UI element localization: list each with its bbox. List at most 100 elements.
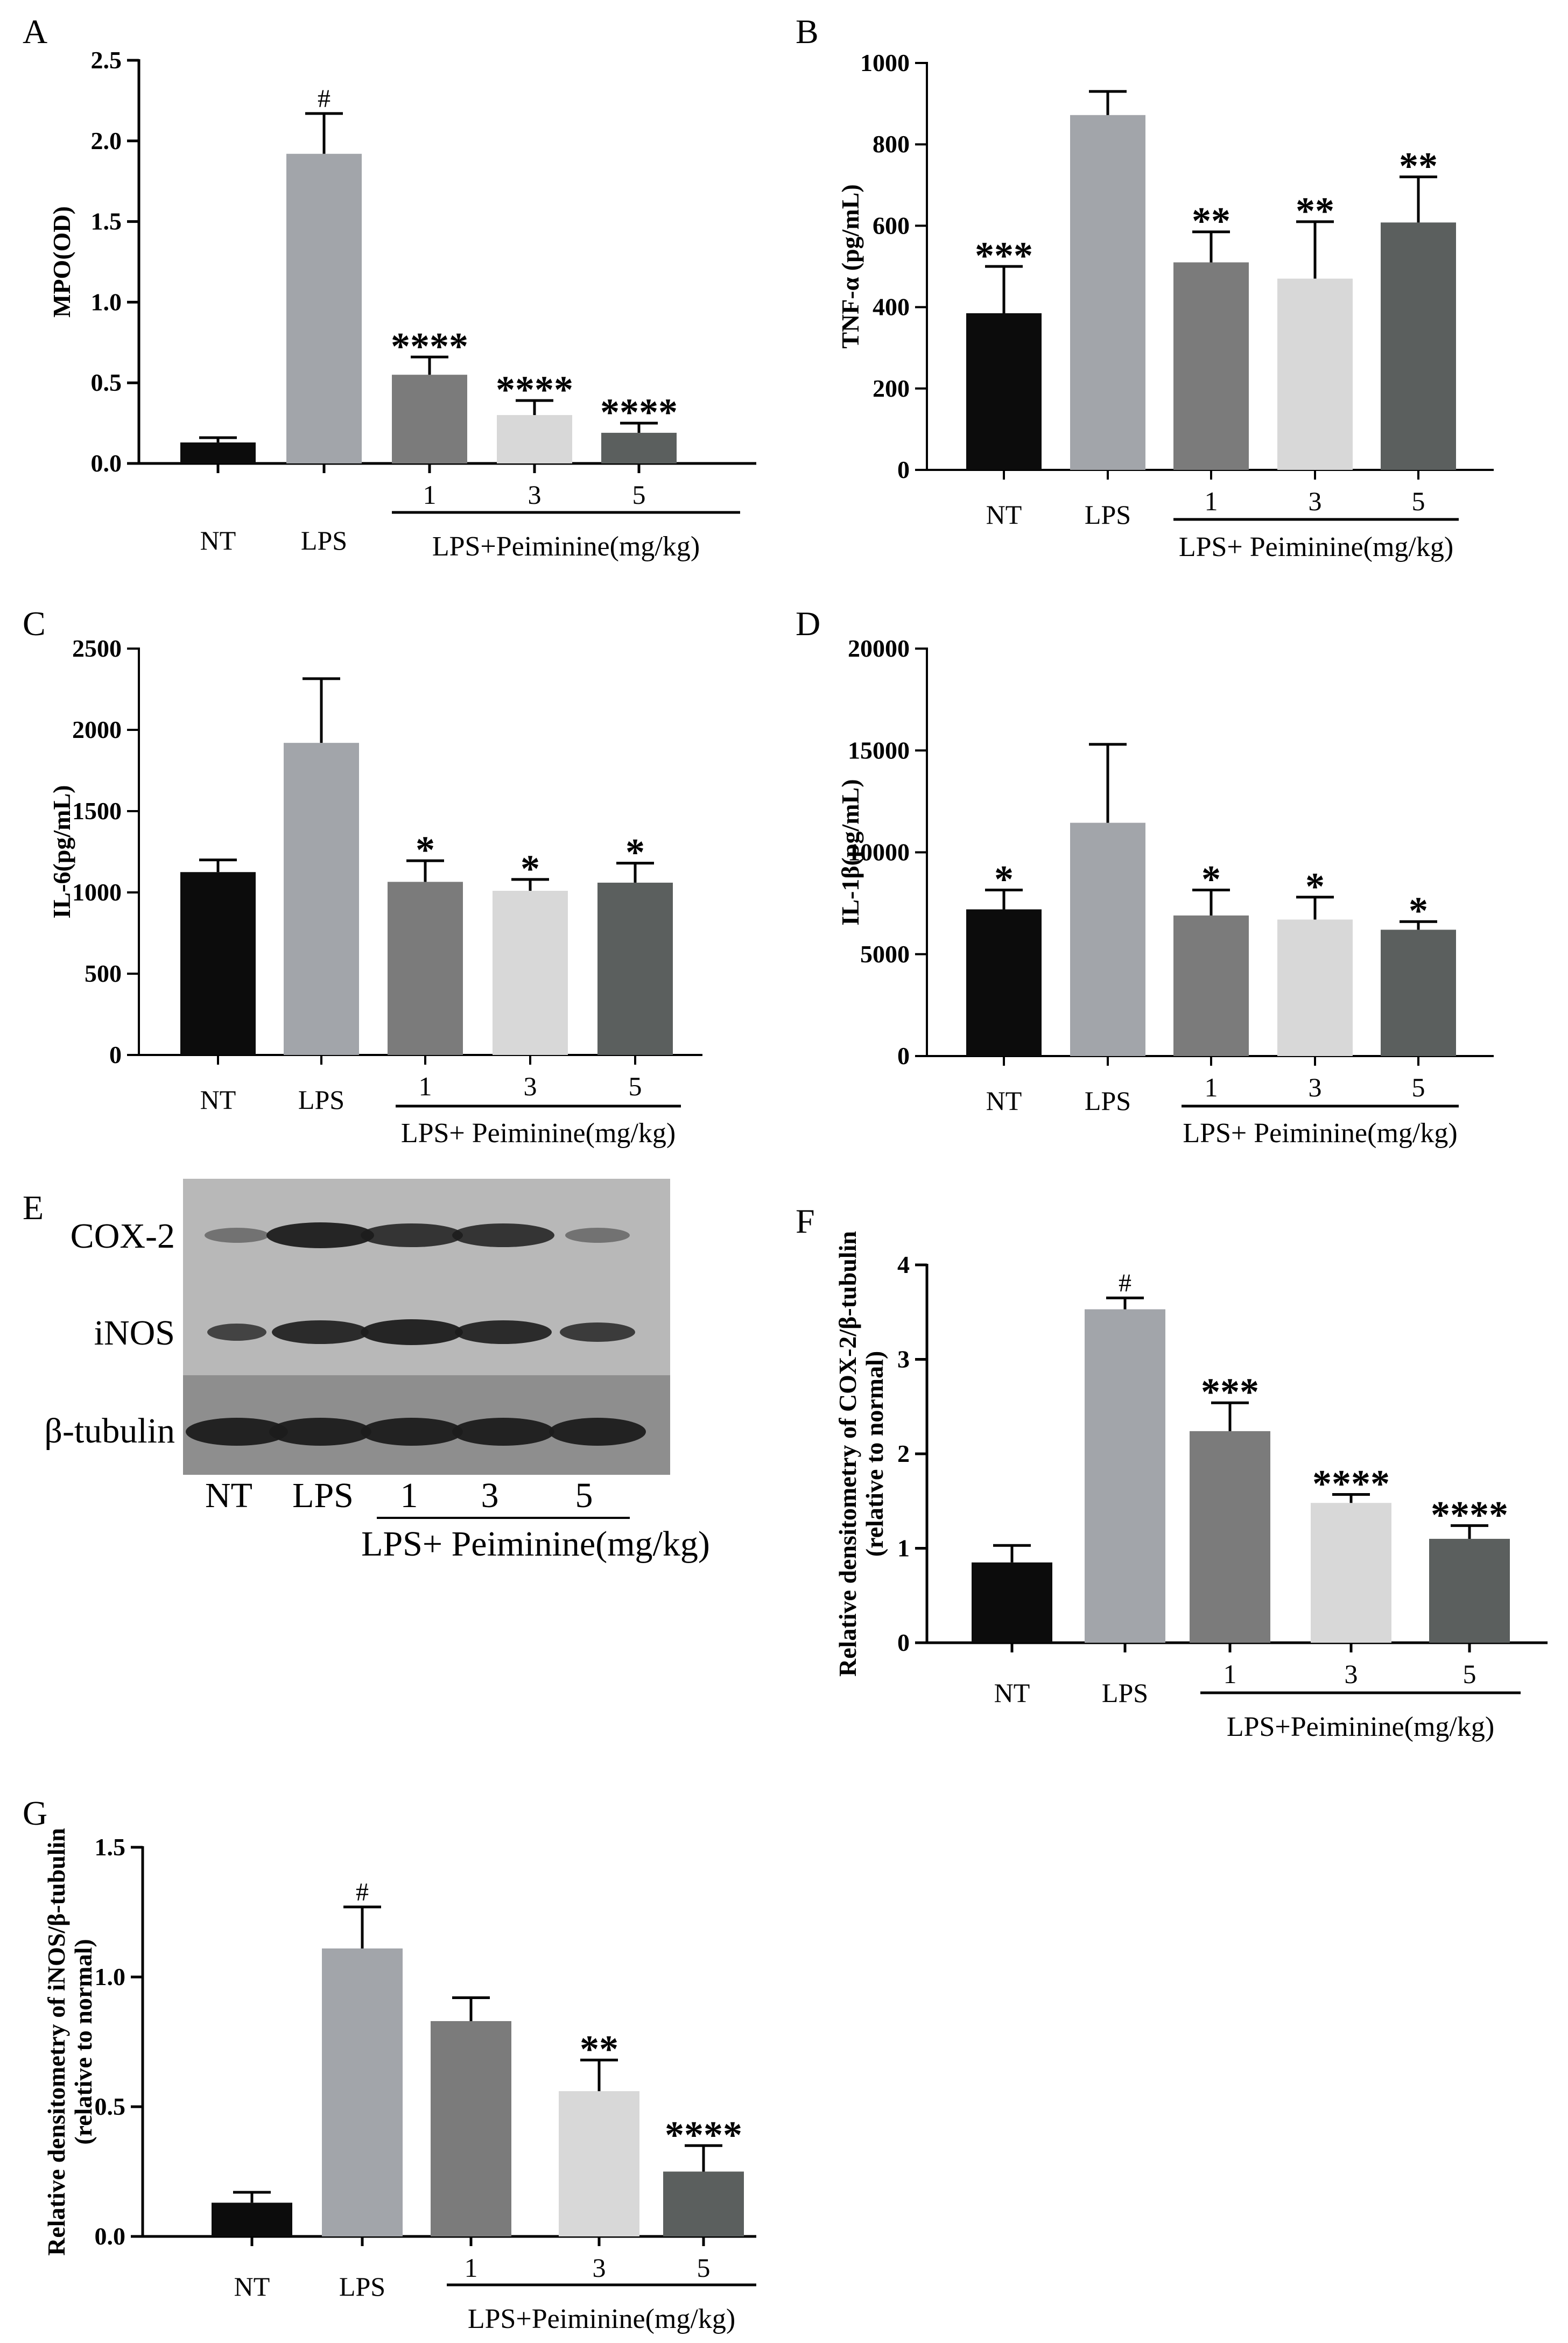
blot-band: [452, 1418, 554, 1446]
significance-label: **: [580, 2028, 618, 2071]
bar-NT: [966, 313, 1042, 470]
x-tick-label: 1: [465, 2253, 478, 2283]
blot-band: [452, 1223, 554, 1247]
blot-band: [272, 1320, 369, 1344]
y-tick-label: 1.5: [95, 1833, 126, 1861]
chart-panel-C: C 0 500 1000 1500 2000 2500 IL-6(pg/mL) NT LPS * 1 *…: [23, 604, 702, 1149]
y-tick-label: 20000: [848, 635, 910, 662]
bar-1: [1190, 1431, 1270, 1643]
y-tick-label: 200: [873, 375, 910, 402]
bar-5: [1429, 1538, 1510, 1643]
protein-label: COX-2: [71, 1216, 175, 1256]
y-tick-label: 0.5: [95, 2093, 126, 2120]
blot-band: [266, 1222, 374, 1248]
y-tick-label: 1000: [72, 878, 122, 906]
significance-label: *: [1201, 858, 1221, 901]
bar-3: [1277, 278, 1353, 470]
panel-letter: C: [23, 604, 46, 643]
bar-3: [1311, 1503, 1391, 1643]
x-tick-label: 3: [1345, 1659, 1358, 1689]
group-label: LPS+ Peiminine(mg/kg): [401, 1118, 676, 1149]
lane-label: 5: [575, 1476, 593, 1515]
y-tick-label: 0.0: [95, 2222, 126, 2250]
x-tick-label: 5: [697, 2253, 711, 2283]
x-tick-label: 5: [1412, 486, 1425, 516]
x-tick-label: 1: [419, 1071, 432, 1101]
panel-letter: A: [23, 12, 47, 51]
bar-5: [1381, 222, 1456, 470]
y-axis-label: (relative to normal): [69, 1939, 97, 2144]
y-tick-label: 3: [897, 1346, 910, 1373]
group-label: LPS+ Peiminine(mg/kg): [1179, 532, 1453, 562]
group-label: LPS+ Peiminine(mg/kg): [361, 1524, 710, 1564]
bar-NT: [180, 872, 256, 1055]
significance-label: **: [1399, 145, 1438, 188]
x-tick-label: 1: [1205, 486, 1218, 516]
y-tick-label: 1.0: [95, 1963, 126, 1990]
chart-panel-D: D 0 5000 10000 15000 20000 IL-1β(pg/mL) * NT LPS *…: [796, 604, 1494, 1149]
protein-label: β-tubulin: [44, 1411, 175, 1451]
significance-label: ****: [665, 2113, 742, 2156]
bar-5: [663, 2171, 744, 2236]
x-tick-label: 1: [423, 480, 437, 510]
significance-label: *: [521, 847, 540, 890]
panel-letter: E: [23, 1188, 44, 1227]
bar-1: [392, 375, 467, 463]
bar-5: [1381, 930, 1456, 1056]
significance-label: ****: [391, 325, 468, 368]
panel-letter: D: [796, 604, 820, 643]
y-tick-label: 2500: [72, 635, 122, 662]
y-axis-label: Relative densitometry of iNOS/β-tubulin: [43, 1828, 70, 2256]
y-axis-label: TNF-α (pg/mL): [836, 184, 864, 349]
lane-label: LPS: [292, 1476, 354, 1515]
y-tick-label: 500: [85, 960, 122, 987]
x-tick-label: LPS: [1085, 1086, 1131, 1116]
y-tick-label: 15000: [848, 736, 910, 764]
bar-LPS: [322, 1948, 403, 2236]
x-tick-label: LPS: [1102, 1678, 1148, 1708]
y-tick-label: 2.5: [91, 46, 122, 74]
x-tick-label: LPS: [301, 525, 347, 555]
lane-label: 1: [400, 1476, 418, 1515]
bar-5: [597, 882, 673, 1055]
x-tick-label: 3: [528, 480, 542, 510]
group-label: LPS+Peiminine(mg/kg): [432, 531, 700, 562]
blot-band: [361, 1319, 463, 1345]
x-tick-label: 3: [1309, 1072, 1322, 1102]
significance-label: **: [1192, 200, 1231, 243]
y-tick-label: 2000: [72, 716, 122, 743]
x-tick-label: LPS: [298, 1085, 344, 1115]
bar-1: [1173, 915, 1249, 1056]
blot-band: [205, 1228, 269, 1243]
y-tick-label: 0: [109, 1041, 122, 1068]
x-tick-label: 1: [1224, 1659, 1237, 1689]
x-tick-label: LPS: [339, 2271, 385, 2302]
y-tick-label: 4: [897, 1251, 910, 1278]
y-axis-label: MPO(OD): [48, 206, 75, 318]
bar-NT: [212, 2203, 292, 2236]
x-tick-label: 5: [629, 1071, 642, 1101]
x-tick-label: NT: [200, 1085, 236, 1115]
protein-label: iNOS: [94, 1313, 175, 1353]
y-tick-label: 1000: [860, 49, 910, 76]
blot-band: [549, 1418, 646, 1446]
y-tick-label: 600: [873, 212, 910, 239]
blot-band: [186, 1418, 288, 1446]
panel-letter: F: [796, 1202, 815, 1240]
y-tick-label: 400: [873, 293, 910, 321]
blot-band: [361, 1418, 463, 1446]
y-axis-label: Relative densitometry of COX-2/β-tubulin: [834, 1231, 861, 1677]
significance-label: #: [318, 85, 331, 113]
bar-5: [601, 433, 677, 463]
blot-band: [269, 1418, 371, 1446]
chart-panel-B: B 0 200 400 600 800 1000 TNF-α (pg/mL) *** NT LPS *…: [796, 12, 1494, 562]
bar-NT: [966, 909, 1042, 1056]
y-axis-label: (relative to normal): [861, 1351, 888, 1557]
x-tick-label: 3: [524, 1071, 537, 1101]
y-tick-label: 1500: [72, 797, 122, 825]
x-tick-label: 5: [632, 480, 646, 510]
significance-label: *: [1305, 865, 1325, 908]
bar-LPS: [286, 153, 362, 463]
western-blot-panel: E COX-2 iNOS β-tubulin NT LPS 1 3 5 LPS+ Peiminin…: [23, 1179, 710, 1564]
